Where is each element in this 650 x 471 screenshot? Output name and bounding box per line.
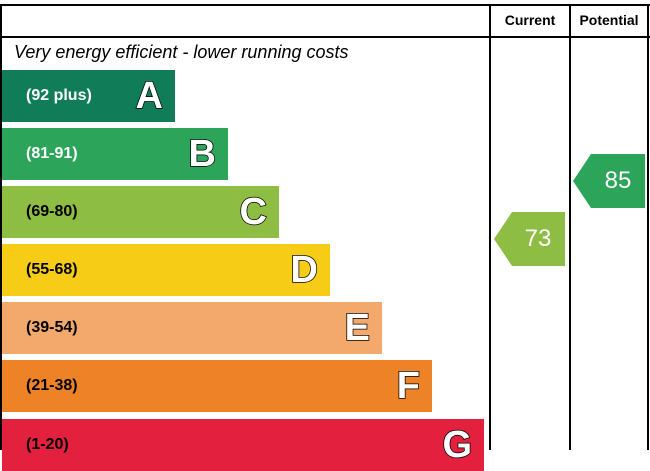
band-f: (21-38) F — [2, 360, 432, 412]
potential-rating-value: 85 — [604, 167, 632, 194]
band-range-label: (92 plus) — [26, 87, 92, 104]
band-letter: G — [442, 423, 473, 467]
band-g: (1-20) G — [2, 419, 484, 471]
potential-header: Potential — [579, 12, 639, 28]
band-a: (92 plus) A — [2, 70, 175, 122]
band-range-label: (1-20) — [26, 436, 69, 453]
border-top — [0, 4, 650, 6]
band-letter: D — [290, 248, 319, 292]
band-range-label: (69-80) — [26, 203, 78, 220]
header-divider — [0, 36, 650, 38]
band-letter: C — [239, 190, 268, 234]
current-header: Current — [504, 12, 556, 28]
band-letter: F — [396, 364, 421, 408]
band-e: (39-54) E — [2, 302, 382, 354]
band-range-label: (81-91) — [26, 145, 78, 162]
potential-column-divider — [569, 4, 571, 450]
top-caption: Very energy efficient - lower running co… — [14, 42, 349, 62]
potential-rating-arrow: 85 — [573, 154, 645, 208]
band-letter: A — [135, 74, 164, 118]
band-b: (81-91) B — [2, 128, 228, 180]
band-range-label: (21-38) — [26, 377, 78, 394]
current-arrow-shape — [494, 212, 565, 266]
current-rating-arrow: 73 — [494, 212, 565, 266]
current-column-divider — [489, 4, 491, 450]
band-range-label: (55-68) — [26, 261, 78, 278]
band-d: (55-68) D — [2, 244, 330, 296]
band-c: (69-80) C — [2, 186, 279, 238]
potential-arrow-shape — [573, 154, 645, 208]
band-range-label: (39-54) — [26, 319, 78, 336]
band-letter: E — [344, 306, 371, 350]
border-right — [647, 4, 649, 450]
border-left — [0, 4, 2, 450]
band-letter: B — [188, 132, 217, 176]
current-rating-value: 73 — [524, 225, 552, 252]
